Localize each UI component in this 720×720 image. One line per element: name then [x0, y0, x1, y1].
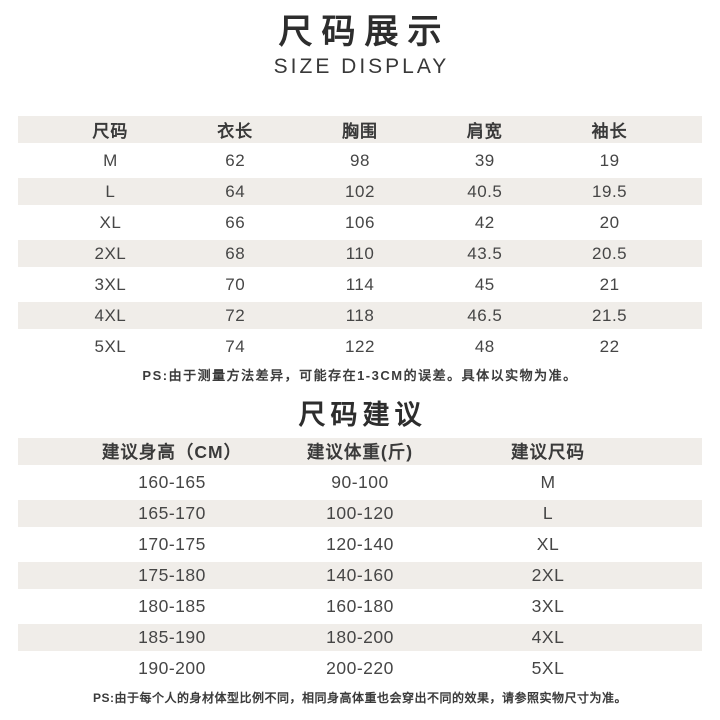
section-title-suggestion: 尺码建议: [298, 400, 427, 430]
cell: 4XL: [94, 305, 127, 325]
cell: M: [103, 150, 118, 170]
cell: 5XL: [94, 336, 127, 356]
header-cell-height: 建议身高（CM）: [101, 442, 243, 462]
header-cell-size: 尺码: [92, 122, 129, 141]
cell: 110: [345, 243, 375, 263]
cell: 90-100: [331, 472, 389, 492]
cell: 43.5: [467, 243, 503, 263]
cell: 160-180: [326, 596, 394, 616]
cell: 106: [345, 212, 375, 232]
cell: 66: [225, 212, 246, 232]
cell: 200-220: [326, 658, 394, 678]
suggestion-table-row: 190-200 200-220 5XL: [18, 653, 702, 684]
cell: 46.5: [467, 305, 503, 325]
cell: 185-190: [138, 627, 206, 647]
cell: 20: [599, 212, 620, 232]
suggestion-table-row: 160-165 90-100 M: [18, 467, 702, 498]
suggestion-table-row: 175-180 140-160 2XL: [18, 560, 702, 591]
cell: 100-120: [326, 503, 394, 523]
cell: 45: [474, 274, 495, 294]
header-cell-weight: 建议体重(斤): [306, 442, 414, 462]
suggestion-table-row: 185-190 180-200 4XL: [18, 622, 702, 653]
size-table-row-4xl: 4XL 72 118 46.5 21.5: [18, 300, 702, 331]
header-cell-length: 衣长: [217, 122, 254, 141]
cell: 68: [225, 243, 246, 263]
size-table-header-row: 尺码 衣长 胸围 肩宽 袖长: [18, 114, 702, 145]
measurement-tolerance-note: PS:由于测量方法差异，可能存在1-3CM的误差。具体以实物为准。: [142, 368, 578, 383]
cell: 175-180: [138, 565, 206, 585]
header-cell-shoulder: 肩宽: [466, 122, 503, 141]
size-table-row-2xl: 2XL 68 110 43.5 20.5: [18, 238, 702, 269]
cell: 114: [345, 274, 375, 294]
suggestion-table-row: 165-170 100-120 L: [18, 498, 702, 529]
cell: 19.5: [592, 181, 628, 201]
cell: 170-175: [138, 534, 206, 554]
cell: 3XL: [531, 596, 565, 616]
cell: 42: [474, 212, 495, 232]
page-title: 尺码展示: [278, 13, 451, 51]
cell: 4XL: [531, 627, 565, 647]
cell: 102: [345, 181, 375, 201]
cell: 40.5: [467, 181, 503, 201]
header-cell-chest: 胸围: [341, 122, 378, 141]
cell: 62: [225, 150, 246, 170]
suggestion-table-header-row: 建议身高（CM） 建议体重(斤) 建议尺码: [18, 436, 702, 467]
suggestion-table-row: 170-175 120-140 XL: [18, 529, 702, 560]
cell: 190-200: [138, 658, 206, 678]
cell: 118: [345, 305, 375, 325]
cell: 180-200: [326, 627, 394, 647]
cell: L: [105, 181, 116, 201]
cell: 160-165: [138, 472, 206, 492]
suggestion-table-row: 180-185 160-180 3XL: [18, 591, 702, 622]
cell: 122: [345, 336, 375, 356]
cell: 70: [225, 274, 246, 294]
cell: 140-160: [326, 565, 394, 585]
header-cell-sleeve: 袖长: [591, 122, 628, 141]
cell: XL: [536, 534, 560, 554]
cell: M: [540, 472, 556, 492]
size-table-row-5xl: 5XL 74 122 48 22: [18, 331, 702, 362]
cell: 39: [474, 150, 495, 170]
cell: 2XL: [94, 243, 127, 263]
cell: 2XL: [531, 565, 565, 585]
cell: 19: [599, 150, 620, 170]
fit-disclaimer-note: PS:由于每个人的身材体型比例不同，相同身高体重也会穿出不同的效果，请参照实物尺…: [92, 691, 627, 705]
cell: 22: [599, 336, 620, 356]
size-table-row-l: L 64 102 40.5 19.5: [18, 176, 702, 207]
cell: 120-140: [326, 534, 394, 554]
cell: 5XL: [531, 658, 565, 678]
suggestion-table: 建议身高（CM） 建议体重(斤) 建议尺码 160-165 90-100 M 1…: [18, 436, 702, 684]
cell: 72: [225, 305, 246, 325]
size-table-row-3xl: 3XL 70 114 45 21: [18, 269, 702, 300]
cell: 180-185: [138, 596, 206, 616]
cell: 165-170: [138, 503, 206, 523]
cell: 3XL: [94, 274, 127, 294]
cell: 48: [474, 336, 495, 356]
page-subtitle: SIZE DISPLAY: [273, 55, 450, 78]
cell: 20.5: [592, 243, 628, 263]
size-table-row-xl: XL 66 106 42 20: [18, 207, 702, 238]
cell: 64: [225, 181, 246, 201]
size-table-row-m: M 62 98 39 19: [18, 145, 702, 176]
cell: 74: [225, 336, 246, 356]
cell: 98: [350, 150, 370, 170]
cell: L: [542, 503, 554, 523]
cell: 21.5: [592, 305, 628, 325]
cell: XL: [99, 212, 122, 232]
header-cell-suggested-size: 建议尺码: [511, 442, 585, 462]
size-table: 尺码 衣长 胸围 肩宽 袖长 M 62 98 39 19 L 64 102 40…: [18, 114, 702, 362]
cell: 21: [599, 274, 620, 294]
